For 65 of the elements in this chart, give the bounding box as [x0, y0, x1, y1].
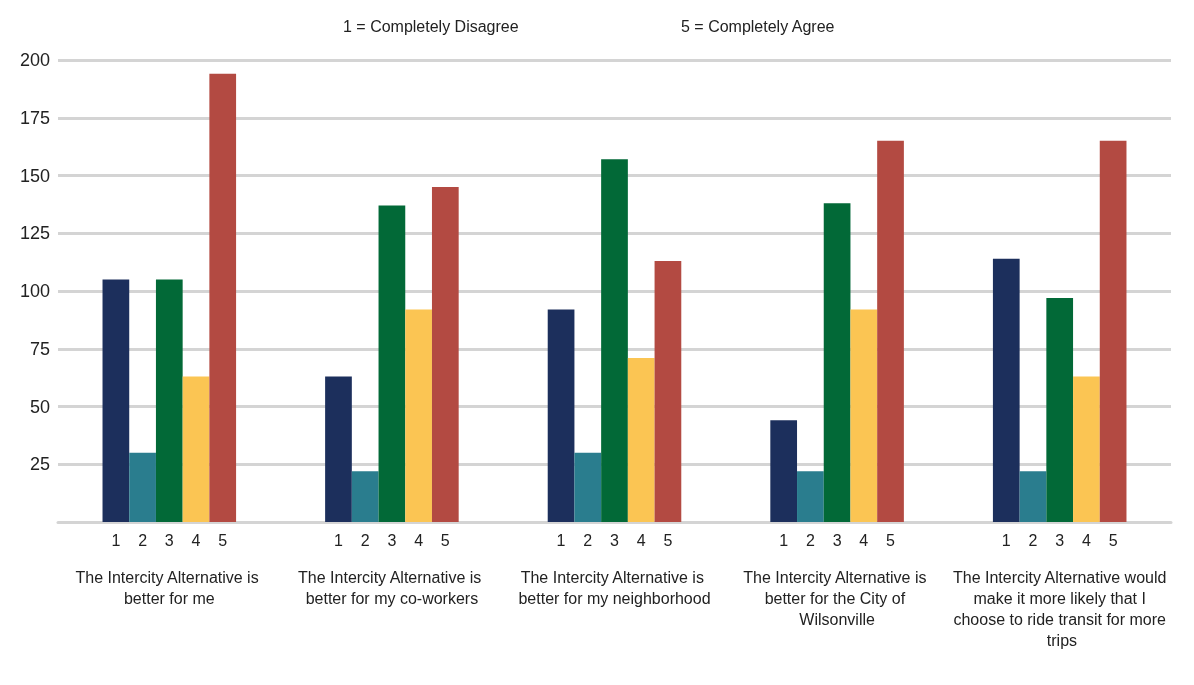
- text: 2: [583, 531, 593, 549]
- y-tick-label: 50: [29, 396, 50, 417]
- text: 4: [636, 531, 646, 549]
- y-tick-label: 150: [19, 165, 50, 186]
- text: 1: [556, 531, 566, 549]
- x-tick-label: The Intercity Alternative is better for my neighborhood: [518, 569, 711, 607]
- bar: [155, 279, 183, 522]
- y-tick-label: 175: [19, 107, 50, 128]
- bar: [601, 159, 628, 522]
- x-tick-label: The Intercity Alternative is better for the City of Wilsonville: [743, 569, 931, 628]
- text: 1: [334, 531, 343, 549]
- bar: [547, 309, 575, 522]
- text: 5: [440, 531, 450, 549]
- bar: [325, 376, 352, 522]
- text: 5: [886, 531, 895, 549]
- x-tick-label: The Intercity Alternative would make it more likely that I choose to ride transit for more trips: [952, 569, 1167, 649]
- text: 3: [832, 531, 842, 549]
- bar: [182, 376, 210, 522]
- series-label: 2: [138, 531, 148, 549]
- bar: [351, 471, 379, 522]
- bar: [797, 471, 824, 522]
- text: 5: [1108, 531, 1118, 549]
- y-tick-label: 25: [29, 454, 50, 475]
- bar: [129, 452, 156, 522]
- text: 4: [1081, 531, 1091, 549]
- text: 1: [779, 531, 789, 549]
- x-tick-label: The Intercity Alternative is better for my co-workers: [298, 569, 486, 607]
- bar: [627, 357, 655, 522]
- bar: [1019, 471, 1047, 522]
- y-tick-label: 75: [29, 338, 50, 359]
- series-label: 3: [164, 531, 174, 549]
- bar: [1073, 376, 1100, 522]
- text: 3: [1055, 531, 1065, 549]
- bar: [992, 258, 1020, 522]
- text: 2: [360, 531, 370, 549]
- series-label: 5: [218, 531, 228, 549]
- text: 5 = Completely Agree: [681, 17, 835, 35]
- series-label: 4: [191, 531, 201, 549]
- bar: [431, 187, 459, 522]
- bar: [654, 260, 682, 522]
- y-tick-label: 125: [19, 223, 50, 244]
- text: 4: [414, 531, 424, 549]
- text: 2: [805, 531, 815, 549]
- bar: [209, 73, 237, 522]
- text: 4: [859, 531, 869, 549]
- bar: [574, 452, 602, 522]
- series-label: 1: [111, 531, 121, 549]
- bar: [770, 420, 798, 522]
- x-tick-label: The Intercity Alternative is better for me: [75, 569, 264, 607]
- bar: [823, 203, 851, 522]
- y-tick-label: 200: [19, 50, 50, 70]
- text: 3: [610, 531, 619, 549]
- bar: [405, 309, 432, 522]
- bar: [1046, 297, 1074, 522]
- text: 5: [663, 531, 673, 549]
- y-tick-label: 100: [19, 281, 50, 301]
- bar: [877, 140, 904, 522]
- text: 2: [1028, 531, 1038, 549]
- bar: [1099, 140, 1127, 522]
- bar: [102, 279, 130, 522]
- text: 3: [387, 531, 397, 549]
- bar: [850, 309, 878, 522]
- text: 1 = Completely Disagree: [343, 17, 519, 35]
- text: 1: [1001, 531, 1011, 549]
- bar: [378, 205, 406, 522]
